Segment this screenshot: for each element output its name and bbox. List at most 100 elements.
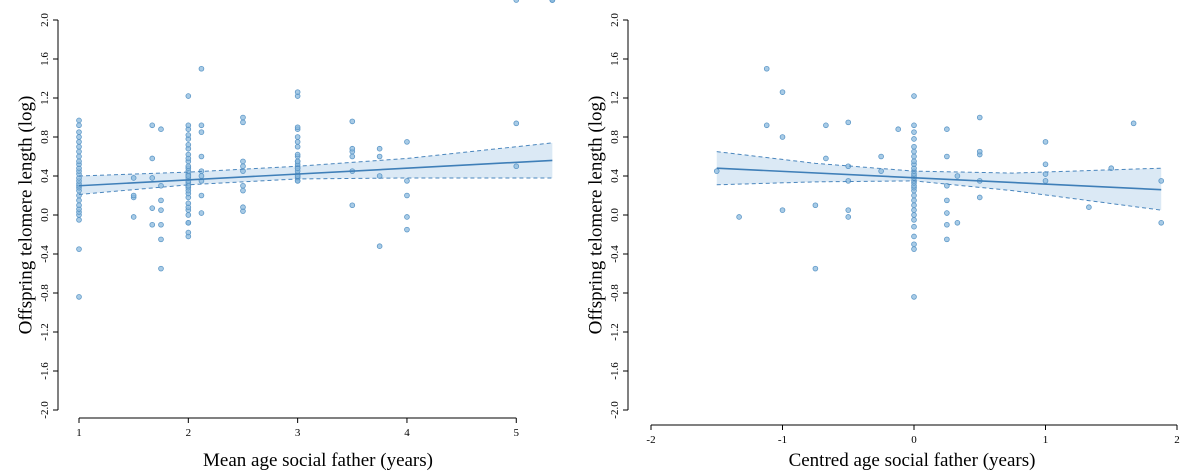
y-tick-label: -1.2 xyxy=(39,323,51,340)
data-point xyxy=(911,153,917,160)
data-point xyxy=(911,202,917,209)
data-point xyxy=(845,214,852,220)
y-tick-label: -1.6 xyxy=(609,362,621,380)
data-point xyxy=(976,194,983,201)
data-point xyxy=(376,153,383,160)
data-point xyxy=(158,265,164,272)
data-point xyxy=(1042,161,1049,168)
data-point xyxy=(76,117,82,124)
data-point xyxy=(736,214,742,220)
data-point xyxy=(911,217,917,223)
data-point xyxy=(911,197,917,204)
data-point xyxy=(911,143,917,150)
x-tick-label: 4 xyxy=(404,427,410,439)
data-point xyxy=(513,163,520,170)
data-point xyxy=(944,210,950,216)
y-tick-label: -1.2 xyxy=(609,323,621,340)
data-point xyxy=(911,148,917,155)
x-tick-label: 2 xyxy=(1174,434,1180,446)
data-point xyxy=(294,143,301,150)
data-point xyxy=(404,139,410,145)
data-point xyxy=(895,126,902,132)
data-point xyxy=(149,205,156,211)
data-point xyxy=(763,122,770,129)
data-point xyxy=(911,223,917,230)
data-point xyxy=(76,217,82,223)
data-point xyxy=(294,139,301,145)
data-point xyxy=(911,207,917,213)
data-point xyxy=(349,153,356,160)
y-tick-label: -0.4 xyxy=(609,245,621,263)
data-point xyxy=(198,173,205,179)
x-tick-label: 1 xyxy=(1043,434,1049,446)
data-point xyxy=(130,214,137,220)
data-point xyxy=(294,124,301,131)
data-point xyxy=(911,136,917,142)
ci-upper-line xyxy=(716,151,1162,174)
data-point xyxy=(845,178,852,184)
data-point xyxy=(1086,204,1092,211)
data-point xyxy=(779,134,786,140)
y-tick-label: 1.6 xyxy=(39,52,51,66)
data-point xyxy=(911,294,917,300)
data-point xyxy=(76,122,82,129)
data-point xyxy=(149,155,156,162)
y-tick-label: -2.0 xyxy=(609,401,621,419)
y-tick-label: 1.6 xyxy=(609,52,621,66)
data-point xyxy=(911,233,917,240)
data-point xyxy=(240,119,246,126)
x-tick-label: -1 xyxy=(778,434,787,446)
data-point xyxy=(294,151,301,158)
data-point xyxy=(823,155,829,162)
data-point xyxy=(954,173,961,179)
y-tick-label: 1.2 xyxy=(609,91,621,105)
data-point xyxy=(240,158,246,165)
y-tick-label: -2.0 xyxy=(39,401,51,419)
y-tick-label: 0.4 xyxy=(609,169,621,183)
y-tick-label: 0.0 xyxy=(39,208,51,222)
data-point xyxy=(404,214,410,220)
y-tick-label: 0.8 xyxy=(39,130,51,144)
right-scatter-panel: -2.0 -1.6 -1.2 -0.8 -0.4 0.0 0.4 0.8 1.2 1.6 2.0 -2… xyxy=(586,13,1180,471)
data-point xyxy=(911,129,917,135)
data-point xyxy=(158,126,164,132)
data-point xyxy=(76,148,82,155)
x-tick-label: 1 xyxy=(76,427,82,439)
data-point xyxy=(185,151,192,158)
data-point xyxy=(944,153,950,160)
data-point xyxy=(976,114,983,121)
data-point xyxy=(376,145,383,152)
y-tick-label: -0.8 xyxy=(39,284,51,302)
data-point xyxy=(376,243,383,250)
data-point xyxy=(198,65,205,72)
data-point xyxy=(911,158,917,165)
data-point xyxy=(349,118,356,125)
data-point xyxy=(76,129,82,135)
data-point xyxy=(911,246,917,252)
data-point xyxy=(779,89,786,95)
data-point xyxy=(944,221,950,228)
y-tick-label: 0.4 xyxy=(39,169,51,183)
data-point xyxy=(158,221,164,228)
data-point xyxy=(240,114,246,121)
x-axis-title: Mean age social father (years) xyxy=(203,450,433,471)
data-point xyxy=(198,210,205,216)
confidence-band xyxy=(79,142,553,195)
y-axis-title: Offspring telomere length (log) xyxy=(16,96,37,335)
y-tick-label: -1.6 xyxy=(39,362,51,380)
data-point xyxy=(763,65,770,72)
ci-lower-line xyxy=(78,177,553,196)
y-tick-label: -0.8 xyxy=(609,284,621,302)
data-point xyxy=(812,202,819,209)
data-point xyxy=(130,192,137,199)
ci-upper-line xyxy=(78,142,553,177)
data-point xyxy=(76,202,82,209)
data-point xyxy=(185,142,192,148)
data-point xyxy=(185,220,192,226)
data-point xyxy=(779,207,786,213)
data-point xyxy=(823,122,829,129)
data-point xyxy=(149,221,156,228)
data-point xyxy=(845,207,852,213)
data-point xyxy=(944,236,950,243)
data-point xyxy=(845,119,852,126)
